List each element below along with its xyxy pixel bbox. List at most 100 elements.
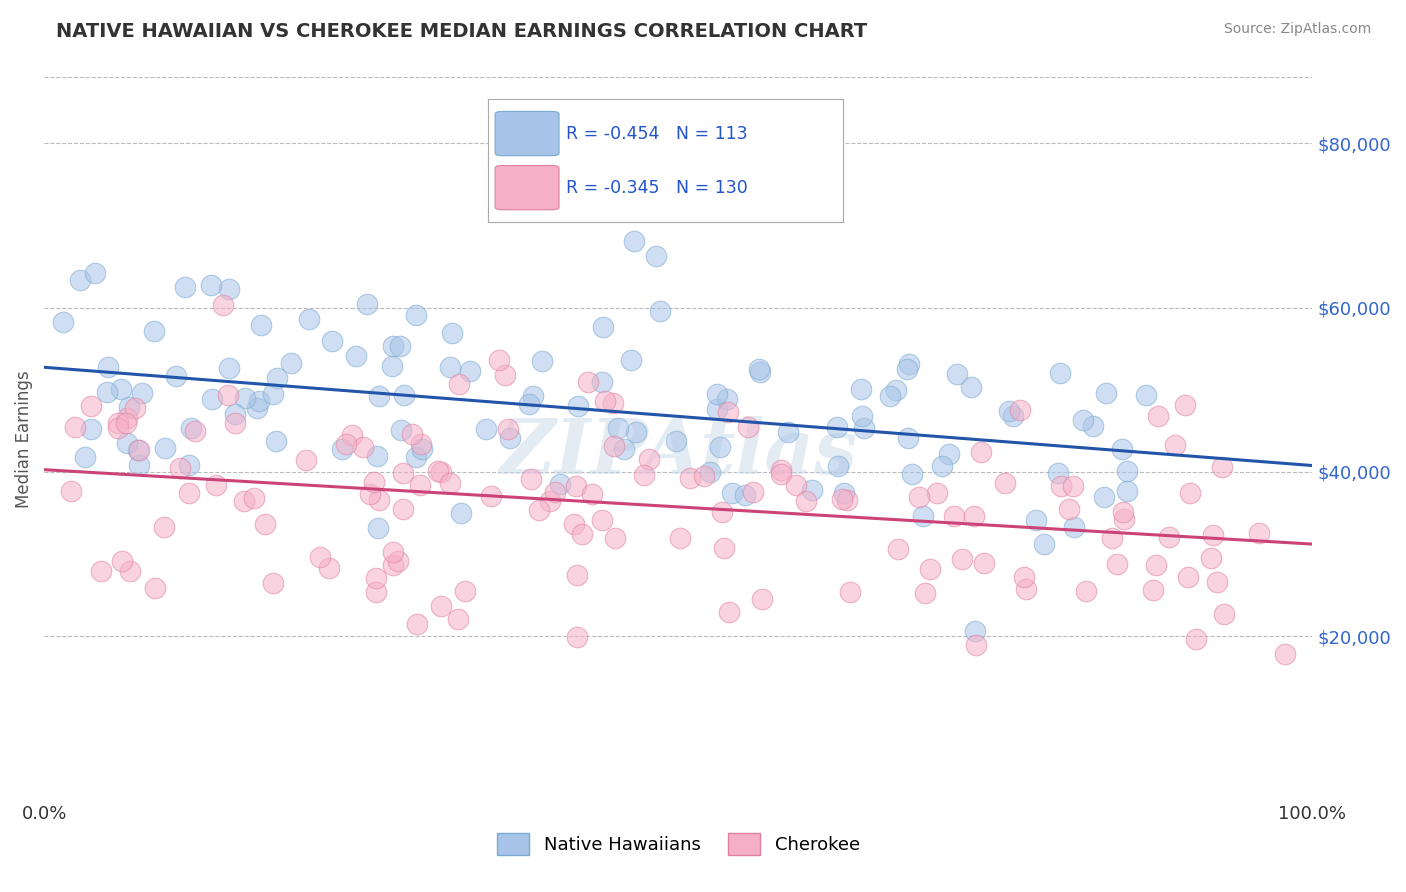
Point bbox=[832, 486, 855, 500]
Point bbox=[912, 509, 935, 524]
Point bbox=[1105, 558, 1128, 572]
Point bbox=[827, 459, 849, 474]
Point bbox=[280, 356, 302, 370]
Point bbox=[124, 401, 146, 415]
Point bbox=[173, 280, 195, 294]
Point bbox=[1201, 550, 1223, 565]
Point bbox=[246, 401, 269, 416]
Point bbox=[825, 420, 848, 434]
Point bbox=[973, 556, 995, 570]
Point bbox=[381, 359, 404, 374]
Point bbox=[143, 324, 166, 338]
Point bbox=[734, 488, 756, 502]
Point bbox=[411, 442, 433, 456]
Point bbox=[111, 554, 134, 568]
Point bbox=[1114, 512, 1136, 526]
Point bbox=[851, 409, 873, 424]
Point bbox=[97, 359, 120, 374]
Point bbox=[80, 422, 103, 436]
Point bbox=[593, 393, 616, 408]
Point bbox=[1083, 418, 1105, 433]
Point bbox=[565, 630, 588, 644]
Point bbox=[527, 503, 550, 517]
Point bbox=[562, 516, 585, 531]
Point bbox=[565, 478, 588, 492]
Point bbox=[721, 486, 744, 500]
Point bbox=[63, 419, 86, 434]
Point bbox=[699, 465, 721, 479]
Point bbox=[567, 399, 589, 413]
Point bbox=[994, 475, 1017, 490]
Point bbox=[853, 421, 876, 435]
Point bbox=[169, 461, 191, 475]
Point bbox=[638, 452, 661, 467]
Point bbox=[1047, 466, 1070, 480]
Point bbox=[80, 400, 103, 414]
Point bbox=[741, 484, 763, 499]
Point bbox=[153, 442, 176, 456]
Point bbox=[918, 562, 941, 576]
Point bbox=[648, 304, 671, 318]
Point bbox=[52, 314, 75, 328]
Point bbox=[218, 360, 240, 375]
Point bbox=[531, 353, 554, 368]
Point bbox=[115, 417, 138, 431]
Point bbox=[224, 416, 246, 430]
Point bbox=[364, 571, 387, 585]
Text: ZIPAtlas: ZIPAtlas bbox=[499, 417, 858, 491]
Point bbox=[262, 387, 284, 401]
Point bbox=[576, 375, 599, 389]
Point bbox=[430, 465, 453, 479]
Point bbox=[838, 584, 860, 599]
Point bbox=[907, 490, 929, 504]
Point bbox=[128, 443, 150, 458]
Point bbox=[879, 389, 901, 403]
Point bbox=[247, 394, 270, 409]
Point bbox=[1185, 632, 1208, 646]
Point bbox=[748, 362, 770, 376]
Point bbox=[965, 624, 987, 639]
Point bbox=[517, 397, 540, 411]
Point bbox=[201, 392, 224, 406]
Point bbox=[543, 484, 565, 499]
Point bbox=[264, 434, 287, 449]
Point bbox=[439, 360, 461, 375]
Point bbox=[591, 375, 613, 389]
Point bbox=[96, 385, 118, 400]
Point bbox=[749, 365, 772, 379]
Point bbox=[1092, 490, 1115, 504]
Point bbox=[538, 493, 561, 508]
Point bbox=[458, 364, 481, 378]
Point bbox=[931, 459, 953, 474]
Point bbox=[709, 440, 731, 454]
Point bbox=[342, 428, 364, 442]
Point bbox=[770, 467, 793, 482]
Point bbox=[224, 407, 246, 421]
Point bbox=[408, 478, 430, 492]
Point bbox=[391, 502, 413, 516]
Point bbox=[581, 487, 603, 501]
Point bbox=[128, 458, 150, 472]
Point bbox=[177, 486, 200, 500]
Point bbox=[253, 517, 276, 532]
Point bbox=[454, 584, 477, 599]
Point bbox=[83, 266, 105, 280]
Point bbox=[389, 423, 412, 437]
Point bbox=[1177, 570, 1199, 584]
Point bbox=[679, 470, 702, 484]
Point bbox=[706, 401, 728, 416]
Point bbox=[120, 565, 142, 579]
Point bbox=[1202, 528, 1225, 542]
Point bbox=[488, 353, 510, 368]
Point bbox=[165, 369, 187, 384]
Point bbox=[945, 367, 967, 381]
Point bbox=[411, 437, 433, 451]
Point bbox=[1101, 531, 1123, 545]
Point bbox=[1159, 530, 1181, 544]
Point bbox=[447, 612, 470, 626]
Point bbox=[217, 388, 239, 402]
Point bbox=[430, 599, 453, 613]
Point bbox=[359, 487, 381, 501]
Point bbox=[591, 513, 613, 527]
Point bbox=[620, 352, 643, 367]
